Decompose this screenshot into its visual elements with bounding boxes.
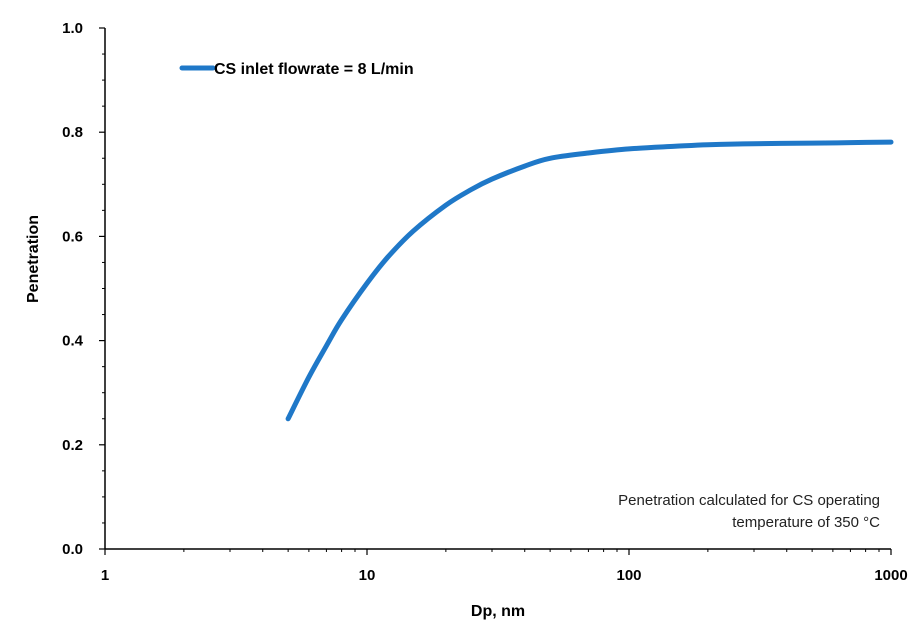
annotation: Penetration calculated for CS operating … bbox=[618, 492, 880, 531]
series-line bbox=[285, 139, 894, 422]
x-tick-label: 1 bbox=[101, 567, 109, 584]
legend-label: CS inlet flowrate = 8 L/min bbox=[214, 61, 414, 78]
x-axis-title: Dp, nm bbox=[471, 603, 525, 620]
y-tick-label: 0.4 bbox=[62, 333, 84, 350]
y-tick-label: 1.0 bbox=[62, 20, 83, 37]
annotation-line-1: Penetration calculated for CS operating bbox=[618, 492, 880, 509]
y-axis-title: Penetration bbox=[25, 215, 42, 303]
legend: CS inlet flowrate = 8 L/min bbox=[179, 61, 414, 78]
y-tick-label: 0.2 bbox=[62, 437, 83, 454]
x-tick-label: 100 bbox=[616, 567, 641, 584]
y-tick-label: 0.8 bbox=[62, 124, 83, 141]
series-group bbox=[285, 139, 894, 422]
y-tick-label: 0.0 bbox=[62, 541, 83, 558]
annotation-line-2: temperature of 350 °C bbox=[732, 514, 880, 531]
axis-ticks: 0.0 0.2 0.4 0.6 0.8 1.0 1 10 100 1000 bbox=[62, 20, 908, 584]
x-tick-label: 10 bbox=[359, 567, 376, 584]
x-tick-label: 1000 bbox=[874, 567, 907, 584]
y-tick-label: 0.6 bbox=[62, 228, 83, 245]
